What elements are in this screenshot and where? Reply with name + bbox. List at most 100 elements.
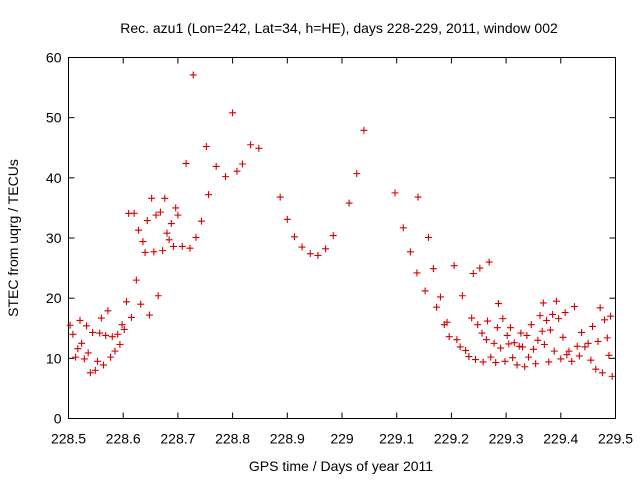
- data-point: [406, 248, 414, 256]
- data-point: [421, 287, 429, 295]
- data-point: [450, 262, 458, 270]
- y-tick-label: 20: [46, 290, 62, 306]
- data-point: [607, 312, 615, 320]
- data-point: [485, 258, 493, 266]
- data-point: [118, 321, 126, 329]
- data-point: [608, 372, 616, 380]
- data-point: [111, 347, 119, 355]
- x-tick-label: 229.1: [379, 431, 414, 447]
- data-point: [167, 220, 175, 228]
- data-point: [165, 236, 173, 244]
- data-point: [229, 109, 237, 117]
- data-point: [413, 269, 421, 277]
- data-point: [91, 366, 99, 374]
- axis-ticks: [68, 57, 616, 419]
- data-point: [178, 242, 186, 250]
- data-point: [445, 333, 453, 341]
- data-point: [143, 217, 151, 225]
- y-tick-label: 0: [54, 411, 62, 427]
- data-point: [148, 194, 156, 202]
- data-point: [565, 347, 573, 355]
- data-point: [127, 313, 135, 321]
- data-point: [543, 316, 551, 324]
- data-point: [510, 339, 518, 347]
- data-point: [78, 339, 86, 347]
- data-point: [557, 355, 565, 363]
- data-point: [104, 307, 112, 315]
- data-point: [529, 345, 537, 353]
- x-tick-label: 229.3: [489, 431, 524, 447]
- data-point: [84, 349, 92, 357]
- scatter-points: [66, 71, 616, 380]
- data-point: [443, 318, 451, 326]
- data-point: [186, 244, 194, 252]
- data-point: [97, 314, 105, 322]
- data-point: [487, 353, 495, 361]
- data-point: [478, 329, 486, 337]
- data-point: [414, 193, 422, 201]
- data-point: [170, 242, 178, 250]
- data-point: [290, 233, 298, 241]
- data-point: [462, 347, 470, 355]
- data-point: [584, 339, 592, 347]
- data-point: [163, 229, 171, 237]
- data-point: [468, 314, 476, 322]
- data-point: [469, 269, 477, 277]
- data-point: [538, 327, 546, 335]
- data-point: [497, 344, 505, 352]
- data-point: [598, 369, 606, 377]
- data-point: [172, 204, 180, 212]
- y-tick-label: 30: [46, 230, 62, 246]
- data-point: [532, 360, 540, 368]
- data-point: [122, 298, 130, 306]
- data-point: [563, 351, 571, 359]
- data-point: [474, 321, 482, 329]
- data-point: [592, 365, 600, 373]
- data-point: [298, 243, 306, 251]
- chart-title: Rec. azu1 (Lon=242, Lat=34, h=HE), days …: [120, 20, 558, 36]
- data-point: [329, 232, 337, 240]
- data-point: [513, 361, 521, 369]
- data-point: [570, 303, 578, 311]
- data-point: [159, 247, 167, 255]
- x-tick-label: 229: [330, 431, 354, 447]
- data-point: [283, 215, 291, 223]
- data-point: [72, 353, 80, 361]
- data-point: [490, 339, 498, 347]
- data-point: [603, 334, 611, 342]
- data-point: [521, 363, 529, 371]
- data-point: [132, 276, 140, 284]
- data-point: [182, 159, 190, 167]
- x-tick-label: 229.5: [598, 431, 633, 447]
- data-point: [139, 238, 147, 246]
- y-tick-label: 50: [46, 110, 62, 126]
- data-point: [80, 355, 88, 363]
- data-point: [69, 330, 77, 338]
- data-point: [255, 144, 263, 152]
- data-point: [499, 315, 507, 323]
- data-point: [594, 337, 602, 345]
- data-point: [453, 336, 461, 344]
- x-tick-label: 228.9: [270, 431, 305, 447]
- data-point: [601, 316, 609, 324]
- data-point: [107, 353, 115, 361]
- data-point: [578, 328, 586, 336]
- data-point: [322, 245, 330, 253]
- data-point: [519, 343, 527, 351]
- data-point: [83, 322, 91, 330]
- data-point: [525, 353, 533, 361]
- data-point: [476, 264, 484, 272]
- data-point: [546, 326, 554, 334]
- data-point: [568, 357, 576, 365]
- data-point: [114, 330, 122, 338]
- data-point: [587, 356, 595, 364]
- data-point: [492, 359, 500, 367]
- data-point: [596, 304, 604, 312]
- data-point: [527, 321, 535, 329]
- data-point: [306, 250, 314, 258]
- data-point: [96, 329, 104, 337]
- data-point: [465, 353, 473, 361]
- data-point: [145, 311, 153, 319]
- data-point: [555, 315, 563, 323]
